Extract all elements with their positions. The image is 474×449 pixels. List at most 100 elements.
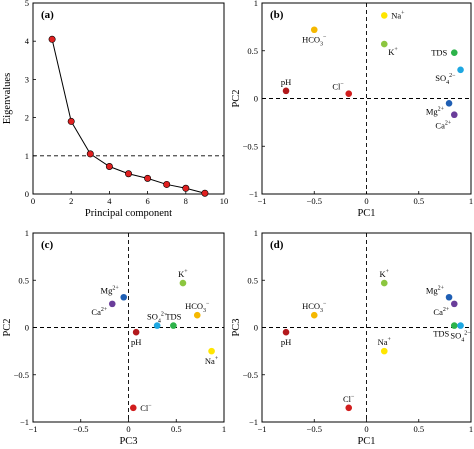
loading-point <box>380 12 388 19</box>
loading-point <box>345 404 353 412</box>
loading-point <box>450 49 458 56</box>
loading-point <box>450 300 458 308</box>
y-tick-label: 0.5 <box>247 275 258 285</box>
y-tick-label: 0.5 <box>247 46 258 56</box>
loading-point <box>345 90 353 98</box>
x-tick-label: 10 <box>220 196 229 206</box>
loading-label: K+ <box>388 47 398 57</box>
loading-label: Na+ <box>205 356 219 366</box>
x-axis-label: PC3 <box>119 436 137 447</box>
panel-c: −1 −0.5 0 0.5 1 −1 −0.5 0 0.5 1 PC3 PC2 (c) K+ HCO3− Mg… <box>2 228 226 447</box>
loading-label: Cl− <box>332 82 344 92</box>
eigenvalue-point <box>201 189 209 197</box>
x-tick-label: −1 <box>257 196 266 206</box>
loading-point <box>445 99 453 107</box>
y-tick-label: 5 <box>25 0 29 8</box>
y-tick-label: 4 <box>25 36 30 46</box>
eigenvalue-point <box>125 170 133 178</box>
eigenvalue-point <box>67 117 75 125</box>
plot-frame <box>32 2 225 195</box>
loading-label: Na+ <box>391 10 405 20</box>
x-tick-label: 8 <box>184 196 188 206</box>
y-tick-label: 1 <box>254 0 258 8</box>
loading-label: Cl− <box>140 403 152 413</box>
eigenvalue-point <box>163 180 171 188</box>
x-tick-label: 0 <box>31 196 35 206</box>
y-tick-label: 1 <box>254 228 258 238</box>
y-tick-label: 2 <box>25 113 29 123</box>
eigenvalue-point <box>182 184 190 192</box>
loading-point <box>380 347 388 355</box>
panel-label: (b) <box>270 9 284 21</box>
x-tick-label: 0 <box>364 424 368 434</box>
loading-point <box>193 311 201 319</box>
loading-point <box>282 87 290 95</box>
eigenvalue-point <box>86 150 94 158</box>
x-tick-label: −0.5 <box>307 424 322 434</box>
loading-label: pH <box>131 337 141 347</box>
panel-b: −1 −0.5 0 0.5 1 −1 −0.5 0 0.5 1 PC1 PC2 (b) Na+ HCO3− K… <box>231 0 473 219</box>
loading-label: Mg2+ <box>101 285 120 295</box>
y-tick-label: 0 <box>25 189 29 199</box>
loading-label: Ca2+ <box>435 121 451 131</box>
loading-point <box>120 293 128 301</box>
y-axis-label: PC2 <box>2 318 13 336</box>
loading-label: HCO3− <box>302 35 327 48</box>
loading-point <box>170 322 177 329</box>
panel-label: (d) <box>270 239 284 251</box>
x-axis-label: PC1 <box>357 208 375 219</box>
loading-point <box>445 293 453 301</box>
loading-point <box>457 322 464 329</box>
panel-label: (a) <box>41 9 54 21</box>
x-tick-label: −0.5 <box>307 196 322 206</box>
loading-point <box>380 279 388 287</box>
y-tick-label: −1 <box>249 189 258 199</box>
y-tick-label: 0 <box>25 323 29 333</box>
x-tick-label: 1 <box>222 424 226 434</box>
loading-label: Mg2+ <box>426 106 445 116</box>
loading-label: SO42− <box>147 312 168 325</box>
x-tick-label: 0 <box>126 424 130 434</box>
eigenvalue-line <box>51 39 206 194</box>
x-tick-label: −1 <box>257 424 266 434</box>
loading-point <box>450 322 458 329</box>
loading-label: K+ <box>178 269 188 279</box>
y-axis-label: Eigenvalues <box>2 73 13 124</box>
loading-label: Ca2+ <box>91 307 107 317</box>
y-tick-label: 1 <box>25 151 29 161</box>
loading-point <box>129 404 137 412</box>
loading-point <box>179 279 187 287</box>
loading-label: Ca2+ <box>433 307 449 317</box>
y-tick-label: 3 <box>25 74 29 84</box>
loading-label: pH <box>281 77 291 87</box>
y-tick-label: −1 <box>249 417 258 427</box>
x-tick-label: 0.5 <box>413 196 424 206</box>
x-tick-label: 1 <box>469 424 473 434</box>
x-axis-label: PC1 <box>357 436 375 447</box>
y-axis-label: PC3 <box>231 318 242 336</box>
x-tick-label: 6 <box>145 196 149 206</box>
loading-point <box>310 26 318 34</box>
eigenvalue-point <box>48 35 56 43</box>
y-tick-label: −0.5 <box>243 370 258 380</box>
y-tick-label: 0.5 <box>18 275 29 285</box>
loading-label: TDS <box>165 312 181 322</box>
x-tick-label: 0.5 <box>171 424 182 434</box>
loading-label: Mg2+ <box>426 285 445 295</box>
panel-d: −1 −0.5 0 0.5 1 −1 −0.5 0 0.5 1 PC1 PC3 (d) K+ HCO3− Mg… <box>231 228 473 447</box>
loading-point <box>208 347 215 355</box>
x-tick-label: 0.5 <box>413 424 424 434</box>
loading-label: TDS <box>433 329 449 339</box>
y-tick-label: −0.5 <box>14 370 29 380</box>
loading-label: Na+ <box>378 337 392 347</box>
y-tick-label: 0 <box>254 94 258 104</box>
loading-label: K+ <box>379 269 389 279</box>
loading-point <box>153 322 161 329</box>
loading-label: Cl− <box>343 394 355 404</box>
loading-point <box>457 66 464 74</box>
y-tick-label: −1 <box>20 417 29 427</box>
loading-label: HCO3− <box>302 301 327 314</box>
loading-label: SO42− <box>450 331 471 344</box>
y-tick-label: 0 <box>254 323 258 333</box>
